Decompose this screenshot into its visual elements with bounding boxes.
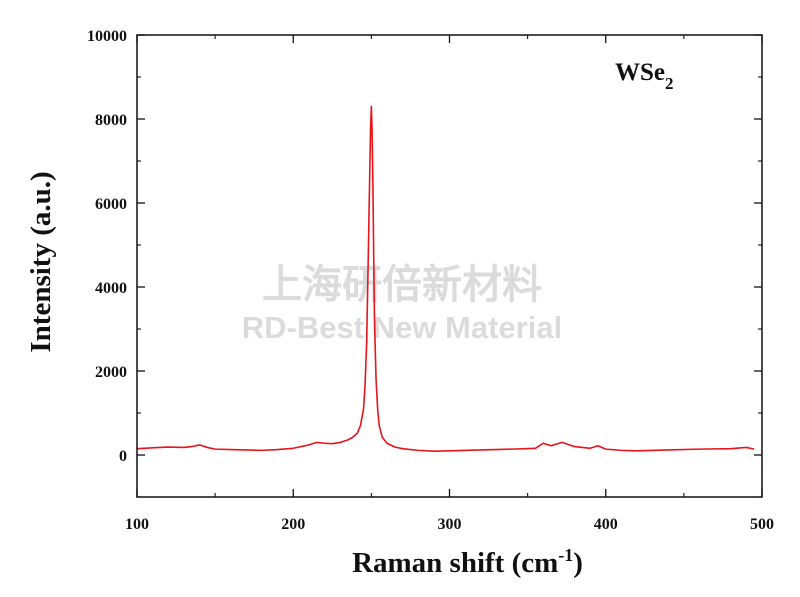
x-tick-label: 200 [281, 516, 305, 533]
x-tick-label: 100 [125, 516, 149, 533]
x-tick-label: 400 [594, 516, 618, 533]
watermark-english: RD-Best New Material [242, 310, 562, 345]
y-tick-label: 6000 [95, 196, 127, 213]
sample-annotation: WSe2 [615, 59, 674, 93]
watermark: 上海研倍新材料 RD-Best New Material [242, 262, 562, 345]
x-axis-title: Raman shift (cm-1) [352, 545, 583, 579]
x-tick-label: 300 [438, 516, 462, 533]
y-tick-label: 2000 [95, 364, 127, 381]
series-line-0 [136, 105, 755, 453]
series-layer [136, 105, 755, 453]
labels-layer: Raman shift (cm-1) Intensity (a.u.) WSe2 [25, 59, 674, 579]
y-tick-label: 8000 [95, 112, 127, 129]
ticks-layer: 100 200 300 400 500 0 2000 4000 6000 8000 10000 [87, 28, 774, 533]
y-tick-label: 10000 [87, 28, 127, 45]
y-tick-label: 4000 [95, 280, 127, 297]
x-tick-label: 500 [750, 516, 774, 533]
watermark-chinese: 上海研倍新材料 [262, 262, 542, 308]
y-tick-label: 0 [119, 448, 127, 465]
y-axis-title: Intensity (a.u.) [25, 171, 57, 352]
